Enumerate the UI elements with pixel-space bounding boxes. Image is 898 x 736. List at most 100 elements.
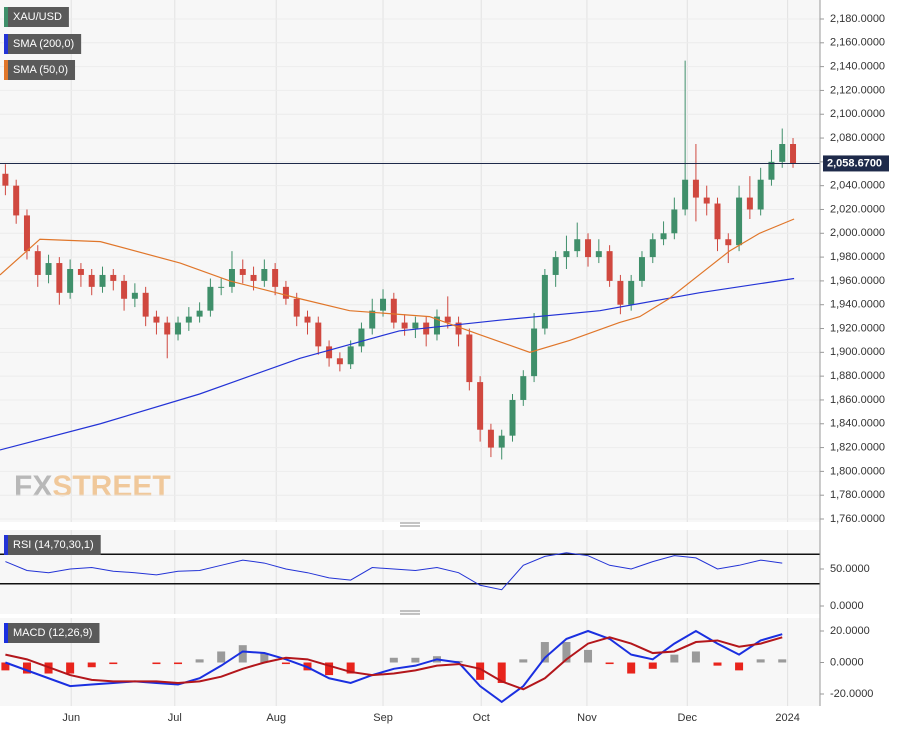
histogram-bar — [562, 642, 571, 663]
candle-body — [768, 161, 775, 180]
candle-body — [779, 144, 786, 162]
candle-body — [390, 298, 397, 323]
y-tick-label: 2,080.0000 — [830, 132, 885, 144]
histogram-bar — [217, 651, 226, 663]
candle-body — [2, 173, 9, 186]
candle-body — [628, 280, 635, 305]
watermark-fx: FX — [14, 470, 52, 503]
candle-body — [520, 376, 527, 400]
histogram-bar — [648, 662, 657, 669]
legend-box — [4, 535, 101, 555]
x-tick-label: Nov — [577, 712, 597, 724]
legend-label: XAU/USD — [13, 11, 62, 23]
candle-body — [487, 429, 494, 448]
candle-body — [682, 179, 689, 210]
last-price-box — [823, 155, 889, 172]
candle-body — [45, 263, 52, 275]
histogram-bar — [281, 662, 290, 665]
candle-body — [736, 197, 743, 246]
candle-body — [131, 292, 138, 299]
x-tick-label: Sep — [373, 712, 393, 724]
indicator-label: RSI (14,70,30,1) — [4, 535, 101, 555]
candle-body — [110, 274, 117, 281]
candle-body — [757, 179, 764, 210]
candle-body — [660, 233, 667, 240]
histogram-bar — [66, 662, 75, 674]
histogram-bar — [1, 662, 10, 671]
histogram-bar — [497, 662, 506, 683]
macd-line — [5, 636, 783, 691]
legend-swatch — [4, 535, 8, 555]
histogram-bar — [605, 662, 614, 665]
histogram-bar — [174, 662, 183, 665]
legend-label: SMA (50,0) — [13, 64, 68, 76]
legend-box — [4, 34, 82, 54]
candle-body — [466, 334, 473, 383]
candle-body — [541, 274, 548, 329]
candle-body — [99, 274, 106, 287]
macd-panel — [0, 618, 820, 706]
candle-body — [326, 346, 333, 359]
histogram-bar — [778, 659, 787, 663]
candle-body — [638, 257, 645, 281]
y-tick-label: 2,040.0000 — [830, 180, 885, 192]
y-tick-label: 2,100.0000 — [830, 108, 885, 120]
rsi-panel — [0, 530, 820, 614]
candle-body — [13, 185, 20, 216]
candle-body — [250, 274, 257, 281]
candle-body — [746, 197, 753, 210]
legend-label: MACD (12,26,9) — [13, 627, 92, 639]
y-tick-label: 1,880.0000 — [830, 370, 885, 382]
candle-body — [412, 322, 419, 329]
histogram-bar — [87, 662, 96, 668]
candle-body — [606, 251, 613, 281]
candle-body — [585, 239, 592, 258]
candle-body — [336, 358, 343, 365]
x-tick-label: Aug — [266, 712, 286, 724]
y-tick-label: 2,140.0000 — [830, 61, 885, 73]
candle-body — [164, 322, 171, 335]
histogram-bar — [476, 662, 485, 680]
histogram-bar — [109, 662, 118, 665]
resize-handle[interactable] — [400, 522, 420, 615]
candle-body — [23, 215, 30, 252]
y-tick-label: 1,840.0000 — [830, 418, 885, 430]
y-tick-label: 1,940.0000 — [830, 299, 885, 311]
legend-swatch — [4, 7, 8, 27]
candle-body — [358, 328, 365, 347]
y-tick-label: 50.0000 — [830, 563, 870, 575]
candle-body — [207, 286, 214, 311]
rsi-line — [5, 552, 783, 591]
candle-body — [595, 251, 602, 258]
candle-body — [617, 280, 624, 305]
candle-body — [725, 239, 732, 246]
legend-item: SMA (200,0) — [4, 34, 82, 54]
candle-body — [649, 239, 656, 258]
candle-body — [401, 322, 408, 329]
histogram-bar — [670, 654, 679, 663]
y-tick-label: 0.0000 — [830, 656, 864, 668]
histogram-bar — [152, 662, 161, 665]
y-tick-label: 1,760.0000 — [830, 513, 885, 525]
x-tick-label: Jun — [62, 712, 80, 724]
y-tick-label: 1,780.0000 — [830, 489, 885, 501]
candle-body — [477, 382, 484, 430]
y-tick-label: 1,820.0000 — [830, 441, 885, 453]
candle-body — [261, 269, 268, 281]
y-tick-label: 1,860.0000 — [830, 394, 885, 406]
y-tick-label: 2,000.0000 — [830, 227, 885, 239]
histogram-bar — [22, 662, 31, 674]
histogram-bar — [346, 662, 355, 674]
candle-body — [218, 286, 225, 288]
histogram-bar — [735, 662, 744, 671]
legend-swatch — [4, 623, 8, 643]
y-tick-label: -20.0000 — [830, 688, 873, 700]
candle-body — [369, 310, 376, 329]
candle-body — [433, 316, 440, 335]
watermark-street: STREET — [52, 470, 170, 503]
candle-body — [88, 274, 95, 287]
histogram-bar — [627, 662, 636, 674]
candle-body — [77, 269, 84, 275]
histogram-bar — [519, 659, 528, 663]
histogram-bar — [584, 649, 593, 663]
